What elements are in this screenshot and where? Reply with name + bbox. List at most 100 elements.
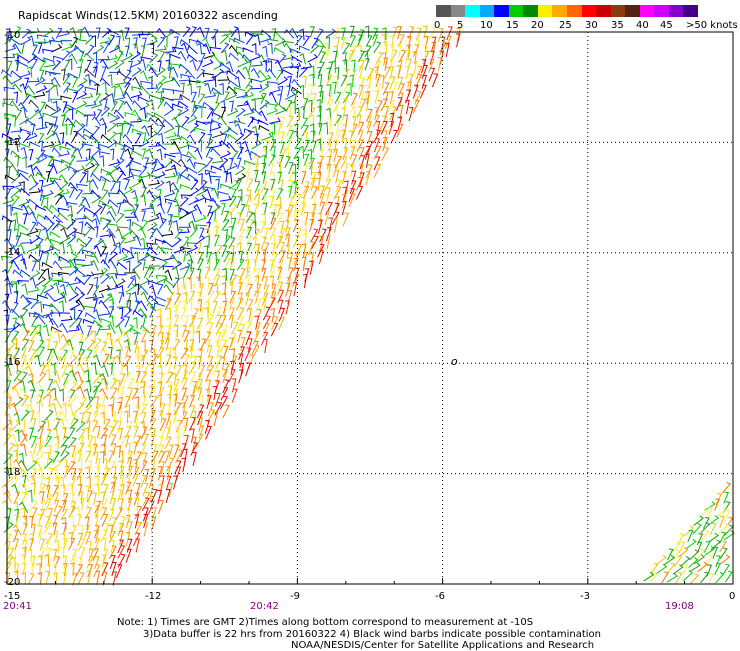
wind-barb	[138, 300, 148, 311]
wind-barb	[186, 242, 199, 247]
wind-barb	[429, 50, 435, 65]
wind-barb	[197, 378, 203, 392]
wind-barb	[107, 192, 120, 198]
wind-barb	[87, 325, 93, 337]
wind-barb	[284, 219, 290, 234]
wind-barb	[282, 40, 294, 46]
wind-barb	[70, 548, 78, 562]
wind-barb	[30, 157, 41, 168]
wind-barb	[202, 59, 214, 68]
wind-barb	[30, 562, 35, 575]
wind-barb	[251, 140, 262, 150]
wind-barb	[700, 522, 711, 534]
wind-barb	[281, 69, 293, 76]
wind-barb	[51, 76, 61, 88]
wind-barb	[323, 42, 328, 56]
wind-barb	[134, 381, 140, 394]
wind-barb	[689, 562, 701, 572]
wind-barb	[60, 40, 73, 45]
wind-barb	[20, 409, 30, 422]
wind-barb	[325, 169, 331, 183]
wind-barb	[30, 298, 40, 309]
wind-barb	[234, 76, 241, 89]
wind-barb	[138, 285, 149, 295]
wind-barb	[656, 563, 668, 574]
wind-barb	[275, 102, 287, 111]
wind-barb	[131, 100, 143, 110]
wind-barb	[37, 294, 49, 299]
wind-barb	[53, 468, 58, 482]
wind-barb	[116, 380, 121, 393]
wind-barb	[373, 138, 381, 153]
wind-barb	[112, 571, 117, 586]
wind-barb	[366, 121, 373, 135]
wind-barb	[114, 278, 126, 288]
wind-barb	[63, 59, 71, 71]
wind-barb	[73, 45, 85, 55]
wind-barb	[124, 77, 133, 88]
wind-barb	[311, 235, 319, 250]
wind-barb	[375, 74, 381, 88]
wind-barb	[107, 283, 119, 291]
wind-barb	[93, 386, 99, 399]
wind-barb	[77, 28, 83, 41]
wind-barb	[214, 226, 220, 239]
wind-barb	[132, 441, 138, 455]
wind-barb	[28, 499, 39, 512]
wind-barb	[202, 101, 214, 110]
wind-barb	[139, 385, 146, 399]
legend-swatch	[581, 5, 597, 17]
wind-barb	[230, 348, 236, 362]
wind-barb	[718, 522, 729, 534]
wind-barb	[149, 386, 155, 399]
wind-barb	[68, 531, 73, 545]
wind-barb	[12, 269, 24, 278]
wind-barb	[21, 572, 26, 585]
wind-barb	[294, 66, 300, 79]
wind-barb	[150, 434, 156, 448]
wind-barb	[5, 28, 11, 40]
wind-barb	[100, 498, 109, 511]
wind-barb	[37, 420, 47, 433]
wind-barb	[318, 85, 323, 98]
wind-barb	[27, 77, 40, 83]
wind-barb	[44, 236, 55, 247]
wind-barb	[62, 499, 67, 513]
wind-barb	[67, 437, 77, 449]
wind-barb	[1, 133, 13, 140]
wind-barb	[83, 170, 89, 183]
wind-barb	[134, 514, 140, 529]
wind-barb	[175, 419, 183, 433]
wind-barb	[267, 57, 279, 63]
wind-barb	[89, 79, 101, 87]
wind-barb	[164, 106, 175, 117]
wind-barb	[183, 315, 189, 328]
legend-label: 35	[611, 20, 624, 31]
wind-barb	[178, 228, 190, 234]
wind-barb	[180, 347, 189, 360]
wind-barb	[149, 194, 159, 206]
wind-barb	[116, 132, 122, 144]
wind-barb	[351, 123, 358, 137]
wind-barb	[187, 298, 193, 311]
wind-barb	[705, 554, 714, 567]
wind-barb	[85, 379, 92, 393]
lat-label-16: -16	[4, 357, 21, 368]
wind-barb	[108, 362, 114, 376]
wind-barb	[141, 442, 147, 456]
wind-barb	[193, 127, 206, 132]
wind-barb	[365, 170, 371, 186]
wind-barb	[31, 418, 37, 431]
wind-barb	[70, 501, 77, 514]
wind-barb	[79, 436, 84, 449]
wind-barb	[276, 204, 282, 217]
wind-barb	[173, 305, 179, 318]
wind-barb	[91, 115, 102, 127]
wind-barb	[697, 561, 708, 573]
wind-barb	[195, 224, 207, 229]
wind-barb	[93, 299, 98, 311]
wind-barb	[93, 204, 103, 216]
wind-barb	[108, 29, 120, 36]
wind-barb	[303, 92, 311, 105]
wind-barb	[373, 41, 382, 54]
